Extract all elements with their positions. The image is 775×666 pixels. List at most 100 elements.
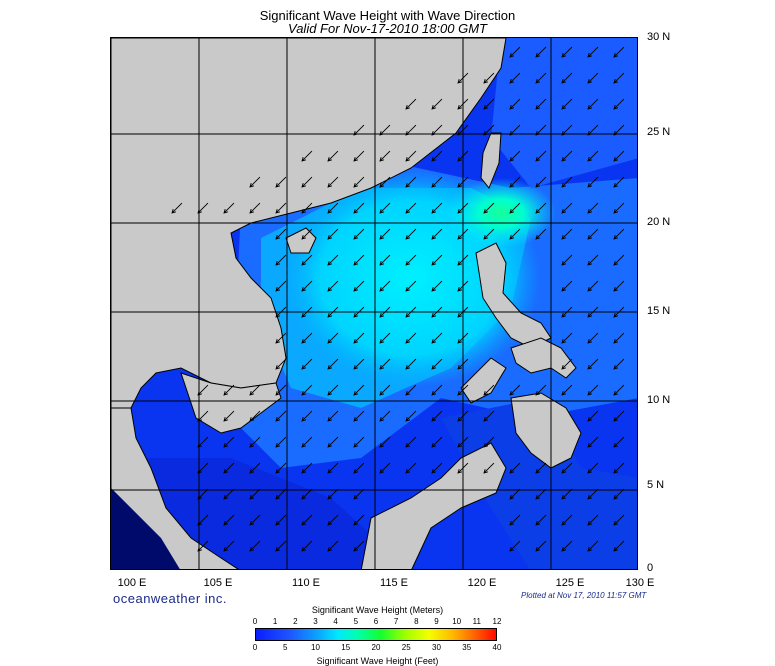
wave-arrow	[431, 228, 443, 240]
wave-arrow	[197, 540, 209, 552]
wave-arrow	[327, 306, 339, 318]
wave-arrow	[483, 462, 495, 474]
wave-arrow	[587, 462, 599, 474]
wave-arrow	[405, 306, 417, 318]
meters-tick: 5	[353, 617, 359, 626]
wave-arrow-head	[431, 104, 437, 110]
wave-arrow	[379, 254, 391, 266]
wave-arrow-head	[301, 390, 307, 396]
wave-arrow-head	[483, 208, 489, 214]
wave-arrow-head	[587, 338, 593, 344]
wave-arrow-head	[561, 78, 567, 84]
wave-arrow	[535, 202, 547, 214]
wave-arrow	[197, 514, 209, 526]
wave-arrow	[561, 124, 573, 136]
oceanweather-logo: oceanweather inc.	[113, 591, 228, 606]
wave-arrow-head	[249, 520, 255, 526]
wave-arrow-head	[561, 546, 567, 552]
wave-arrow	[431, 150, 443, 162]
wave-arrow	[327, 410, 339, 422]
wave-arrow-head	[613, 286, 619, 292]
wave-arrow-head	[535, 78, 541, 84]
wave-arrow	[509, 202, 521, 214]
wave-arrow	[301, 410, 313, 422]
wave-arrow	[353, 410, 365, 422]
wave-arrow-head	[457, 442, 463, 448]
wave-arrow-head	[587, 416, 593, 422]
wave-arrow-head	[275, 182, 281, 188]
lon-label-120e: 120 E	[467, 577, 497, 589]
wave-arrow-head	[405, 234, 411, 240]
wave-arrow	[275, 488, 287, 500]
wave-arrow	[561, 358, 573, 370]
lon-label-105e: 105 E	[203, 577, 233, 589]
wave-arrow-head	[587, 390, 593, 396]
wave-arrow-head	[483, 390, 489, 396]
feet-tick: 30	[432, 643, 441, 652]
wave-arrow-head	[353, 520, 359, 526]
wave-arrow-head	[197, 468, 203, 474]
wave-arrow-head	[431, 338, 437, 344]
meters-tick: 2	[293, 617, 298, 626]
wave-arrow-head	[353, 312, 359, 318]
wave-arrow	[587, 436, 599, 448]
wave-arrow-head	[509, 78, 515, 84]
wave-arrow-head	[327, 546, 333, 552]
wave-arrow	[327, 254, 339, 266]
wave-arrow-head	[509, 182, 515, 188]
wave-arrow	[301, 332, 313, 344]
wave-arrow-head	[561, 338, 567, 344]
wave-arrow	[509, 488, 521, 500]
wave-arrow	[353, 384, 365, 396]
wave-arrow	[353, 358, 365, 370]
wave-arrow	[353, 540, 365, 552]
wave-arrow	[431, 280, 443, 292]
feet-tick: 15	[341, 643, 351, 652]
wave-arrow	[587, 124, 599, 136]
wave-height-map	[110, 37, 638, 570]
wave-arrow-head	[587, 546, 593, 552]
wave-arrow-head	[587, 312, 593, 318]
wave-arrow-head	[327, 338, 333, 344]
wave-arrow	[613, 254, 625, 266]
wave-arrow	[431, 462, 443, 474]
wave-arrow-head	[561, 104, 567, 110]
wave-arrow	[249, 462, 261, 474]
wave-arrow	[587, 176, 599, 188]
wave-arrow	[301, 228, 313, 240]
wave-arrow	[561, 306, 573, 318]
wave-arrow	[353, 280, 365, 292]
wave-arrow	[223, 202, 235, 214]
wave-arrow	[379, 306, 391, 318]
graticule	[111, 38, 637, 569]
wave-arrow-head	[613, 364, 619, 370]
band-north-blue	[491, 38, 637, 188]
wave-arrow-head	[457, 104, 463, 110]
lat-label-15n: 15 N	[647, 305, 671, 317]
wave-arrow-head	[275, 468, 281, 474]
wave-arrow-head	[509, 546, 515, 552]
wave-arrow-head	[223, 494, 229, 500]
wave-arrow	[535, 384, 547, 396]
wave-arrow-head	[223, 442, 229, 448]
wave-arrow-head	[353, 286, 359, 292]
wave-arrow	[535, 72, 547, 84]
wave-arrow	[431, 176, 443, 188]
wave-arrow-head	[431, 208, 437, 214]
wave-arrow	[197, 436, 209, 448]
wave-arrow-head	[405, 104, 411, 110]
wave-arrow	[353, 254, 365, 266]
wave-arrow	[275, 228, 287, 240]
wave-arrow	[405, 436, 417, 448]
meters-tick: 3	[313, 617, 318, 626]
wave-arrow	[535, 514, 547, 526]
wave-arrow	[509, 46, 521, 58]
wave-arrow	[509, 124, 521, 136]
wave-arrow-head	[353, 156, 359, 162]
wave-arrow	[379, 228, 391, 240]
wave-arrow-head	[535, 208, 541, 214]
wave-arrow-head	[587, 520, 593, 526]
wave-arrow-head	[249, 208, 255, 214]
wave-arrow-head	[431, 182, 437, 188]
wave-arrow-head	[327, 182, 333, 188]
